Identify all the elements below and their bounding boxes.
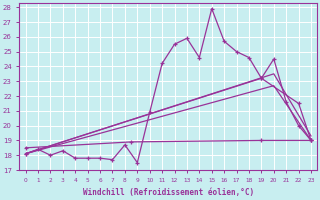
X-axis label: Windchill (Refroidissement éolien,°C): Windchill (Refroidissement éolien,°C) (83, 188, 254, 197)
